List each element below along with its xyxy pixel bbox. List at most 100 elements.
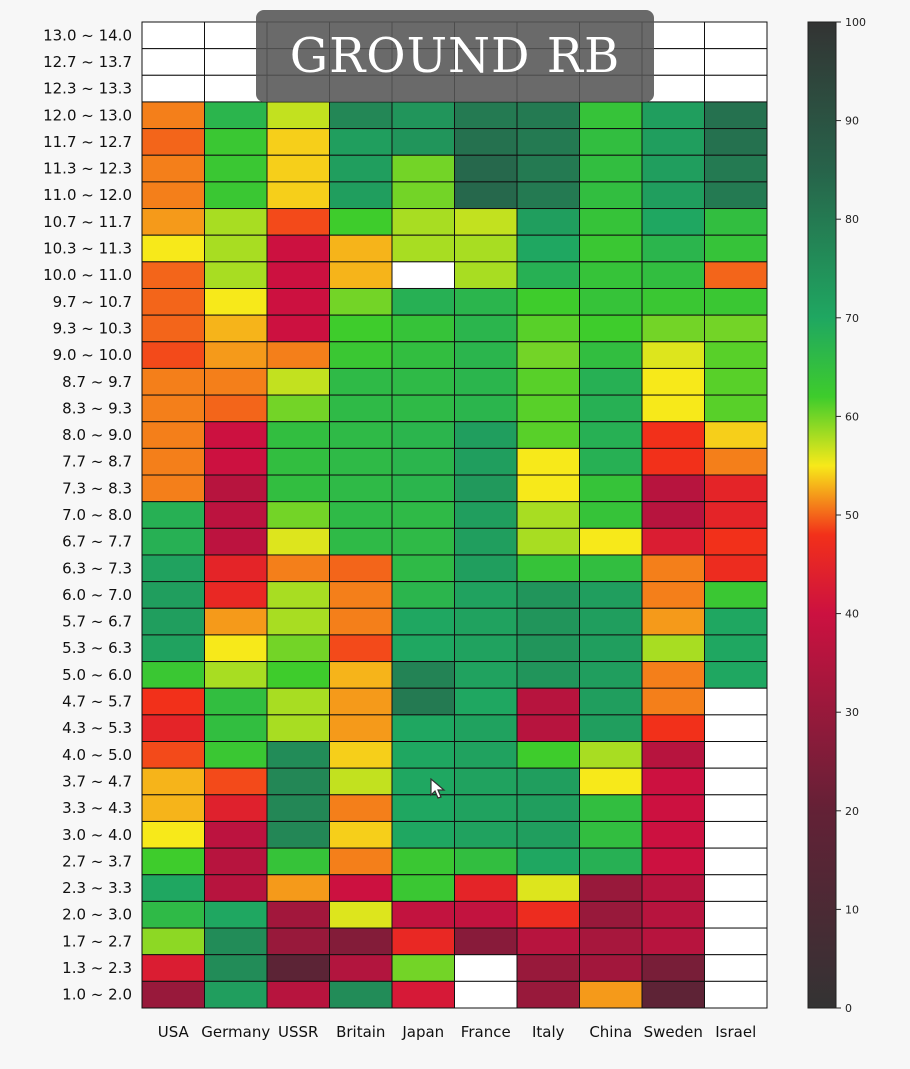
heatmap-cell: [641, 741, 705, 769]
heatmap-cell: [579, 474, 643, 503]
heatmap-cell: [704, 101, 768, 130]
heatmap-cell: [516, 421, 580, 449]
heatmap-cell: [704, 394, 768, 423]
heatmap-cell: [641, 447, 705, 476]
heatmap-cell: [516, 741, 580, 769]
heatmap-cell: [579, 714, 643, 743]
heatmap-cell: [704, 581, 768, 609]
mouse-pointer-icon: [430, 778, 446, 799]
heatmap-cell: [266, 101, 330, 130]
heatmap-cell: [329, 554, 393, 583]
heatmap-cell: [641, 767, 705, 796]
heatmap-cell: [641, 128, 705, 156]
heatmap-cell: [266, 394, 330, 423]
heatmap-cell: [516, 234, 580, 263]
heatmap-cell: [579, 980, 643, 1009]
colorbar-tick-label: 50: [845, 509, 859, 522]
heatmap-cell: [516, 208, 580, 236]
heatmap-cell: [141, 687, 205, 716]
heatmap-cell: [204, 314, 268, 343]
heatmap-cell: [641, 927, 705, 956]
heatmap-cell: [391, 101, 455, 130]
heatmap-cell: [141, 554, 205, 583]
row-label: 3.0 ~ 4.0: [62, 826, 132, 844]
heatmap-cell: [641, 661, 705, 689]
colorbar-tick-label: 70: [845, 312, 859, 325]
row-label: 5.3 ~ 6.3: [62, 639, 132, 657]
heatmap-cell: [641, 794, 705, 822]
heatmap-cell: [266, 794, 330, 822]
heatmap-cell: [266, 607, 330, 636]
heatmap-cell: [141, 21, 205, 50]
heatmap-cell: [579, 101, 643, 130]
heatmap-cell: [641, 181, 705, 210]
heatmap-cell: [204, 847, 268, 876]
heatmap-cell: [579, 527, 643, 556]
heatmap-cell: [704, 634, 768, 663]
heatmap-cell: [516, 607, 580, 636]
row-label: 1.7 ~ 2.7: [62, 932, 132, 950]
heatmap-cell: [266, 421, 330, 449]
heatmap-cell: [516, 367, 580, 396]
heatmap-cell: [391, 154, 455, 183]
heatmap-cell: [266, 341, 330, 369]
row-label: 9.3 ~ 10.3: [53, 319, 132, 337]
row-label: 11.0 ~ 12.0: [43, 186, 132, 204]
heatmap-cell: [391, 687, 455, 716]
heatmap-cell: [704, 341, 768, 369]
heatmap-cell: [141, 794, 205, 822]
heatmap-cell: [641, 261, 705, 289]
row-label: 7.3 ~ 8.3: [62, 479, 132, 497]
row-label: 2.3 ~ 3.3: [62, 879, 132, 897]
heatmap-cell: [204, 927, 268, 956]
heatmap-cell: [516, 341, 580, 369]
heatmap-cell: [204, 794, 268, 822]
heatmap-cell: [391, 128, 455, 156]
heatmap-cell: [704, 954, 768, 982]
colorbar-ticks: 0 10 20 30 40 50 60 70 80 90 100: [836, 16, 866, 1015]
heatmap-cell: [516, 820, 580, 849]
heatmap-cell: [141, 74, 205, 103]
heatmap-cell: [454, 927, 518, 956]
heatmap-cell: [516, 314, 580, 343]
heatmap-cell: [204, 208, 268, 236]
heatmap-cell: [579, 554, 643, 583]
row-label: 8.7 ~ 9.7: [62, 373, 132, 391]
heatmap-cell: [329, 128, 393, 156]
heatmap-cell: [266, 128, 330, 156]
heatmap-cell: [329, 634, 393, 663]
heatmap-cell: [266, 927, 330, 956]
heatmap-cell: [391, 208, 455, 236]
heatmap-cell: [204, 767, 268, 796]
heatmap-cell: [391, 474, 455, 503]
heatmap-cell: [391, 501, 455, 529]
row-label: 6.0 ~ 7.0: [62, 586, 132, 604]
heatmap-cell: [704, 128, 768, 156]
heatmap-cell: [704, 900, 768, 929]
heatmap-cell: [329, 314, 393, 343]
heatmap-cell: [641, 634, 705, 663]
heatmap-cell: [704, 181, 768, 210]
heatmap-cell: [391, 607, 455, 636]
heatmap-cell: [579, 128, 643, 156]
heatmap-cell: [704, 74, 768, 103]
heatmap-cell: [329, 900, 393, 929]
row-label: 10.3 ~ 11.3: [43, 240, 132, 258]
heatmap-cell: [454, 101, 518, 130]
heatmap-cell: [204, 900, 268, 929]
heatmap-cell: [266, 687, 330, 716]
heatmap-cell: [141, 367, 205, 396]
heatmap-cell: [266, 820, 330, 849]
heatmap-cell: [454, 607, 518, 636]
heatmap-cell: [579, 447, 643, 476]
heatmap-cell: [641, 154, 705, 183]
heatmap-cell: [391, 421, 455, 449]
heatmap-cell: [266, 900, 330, 929]
colorbar-tick-label: 40: [845, 608, 859, 621]
heatmap-cell: [579, 820, 643, 849]
heatmap-cell: [204, 154, 268, 183]
heatmap-cell: [641, 501, 705, 529]
column-label: Israel: [715, 1023, 756, 1041]
heatmap-cell: [266, 154, 330, 183]
